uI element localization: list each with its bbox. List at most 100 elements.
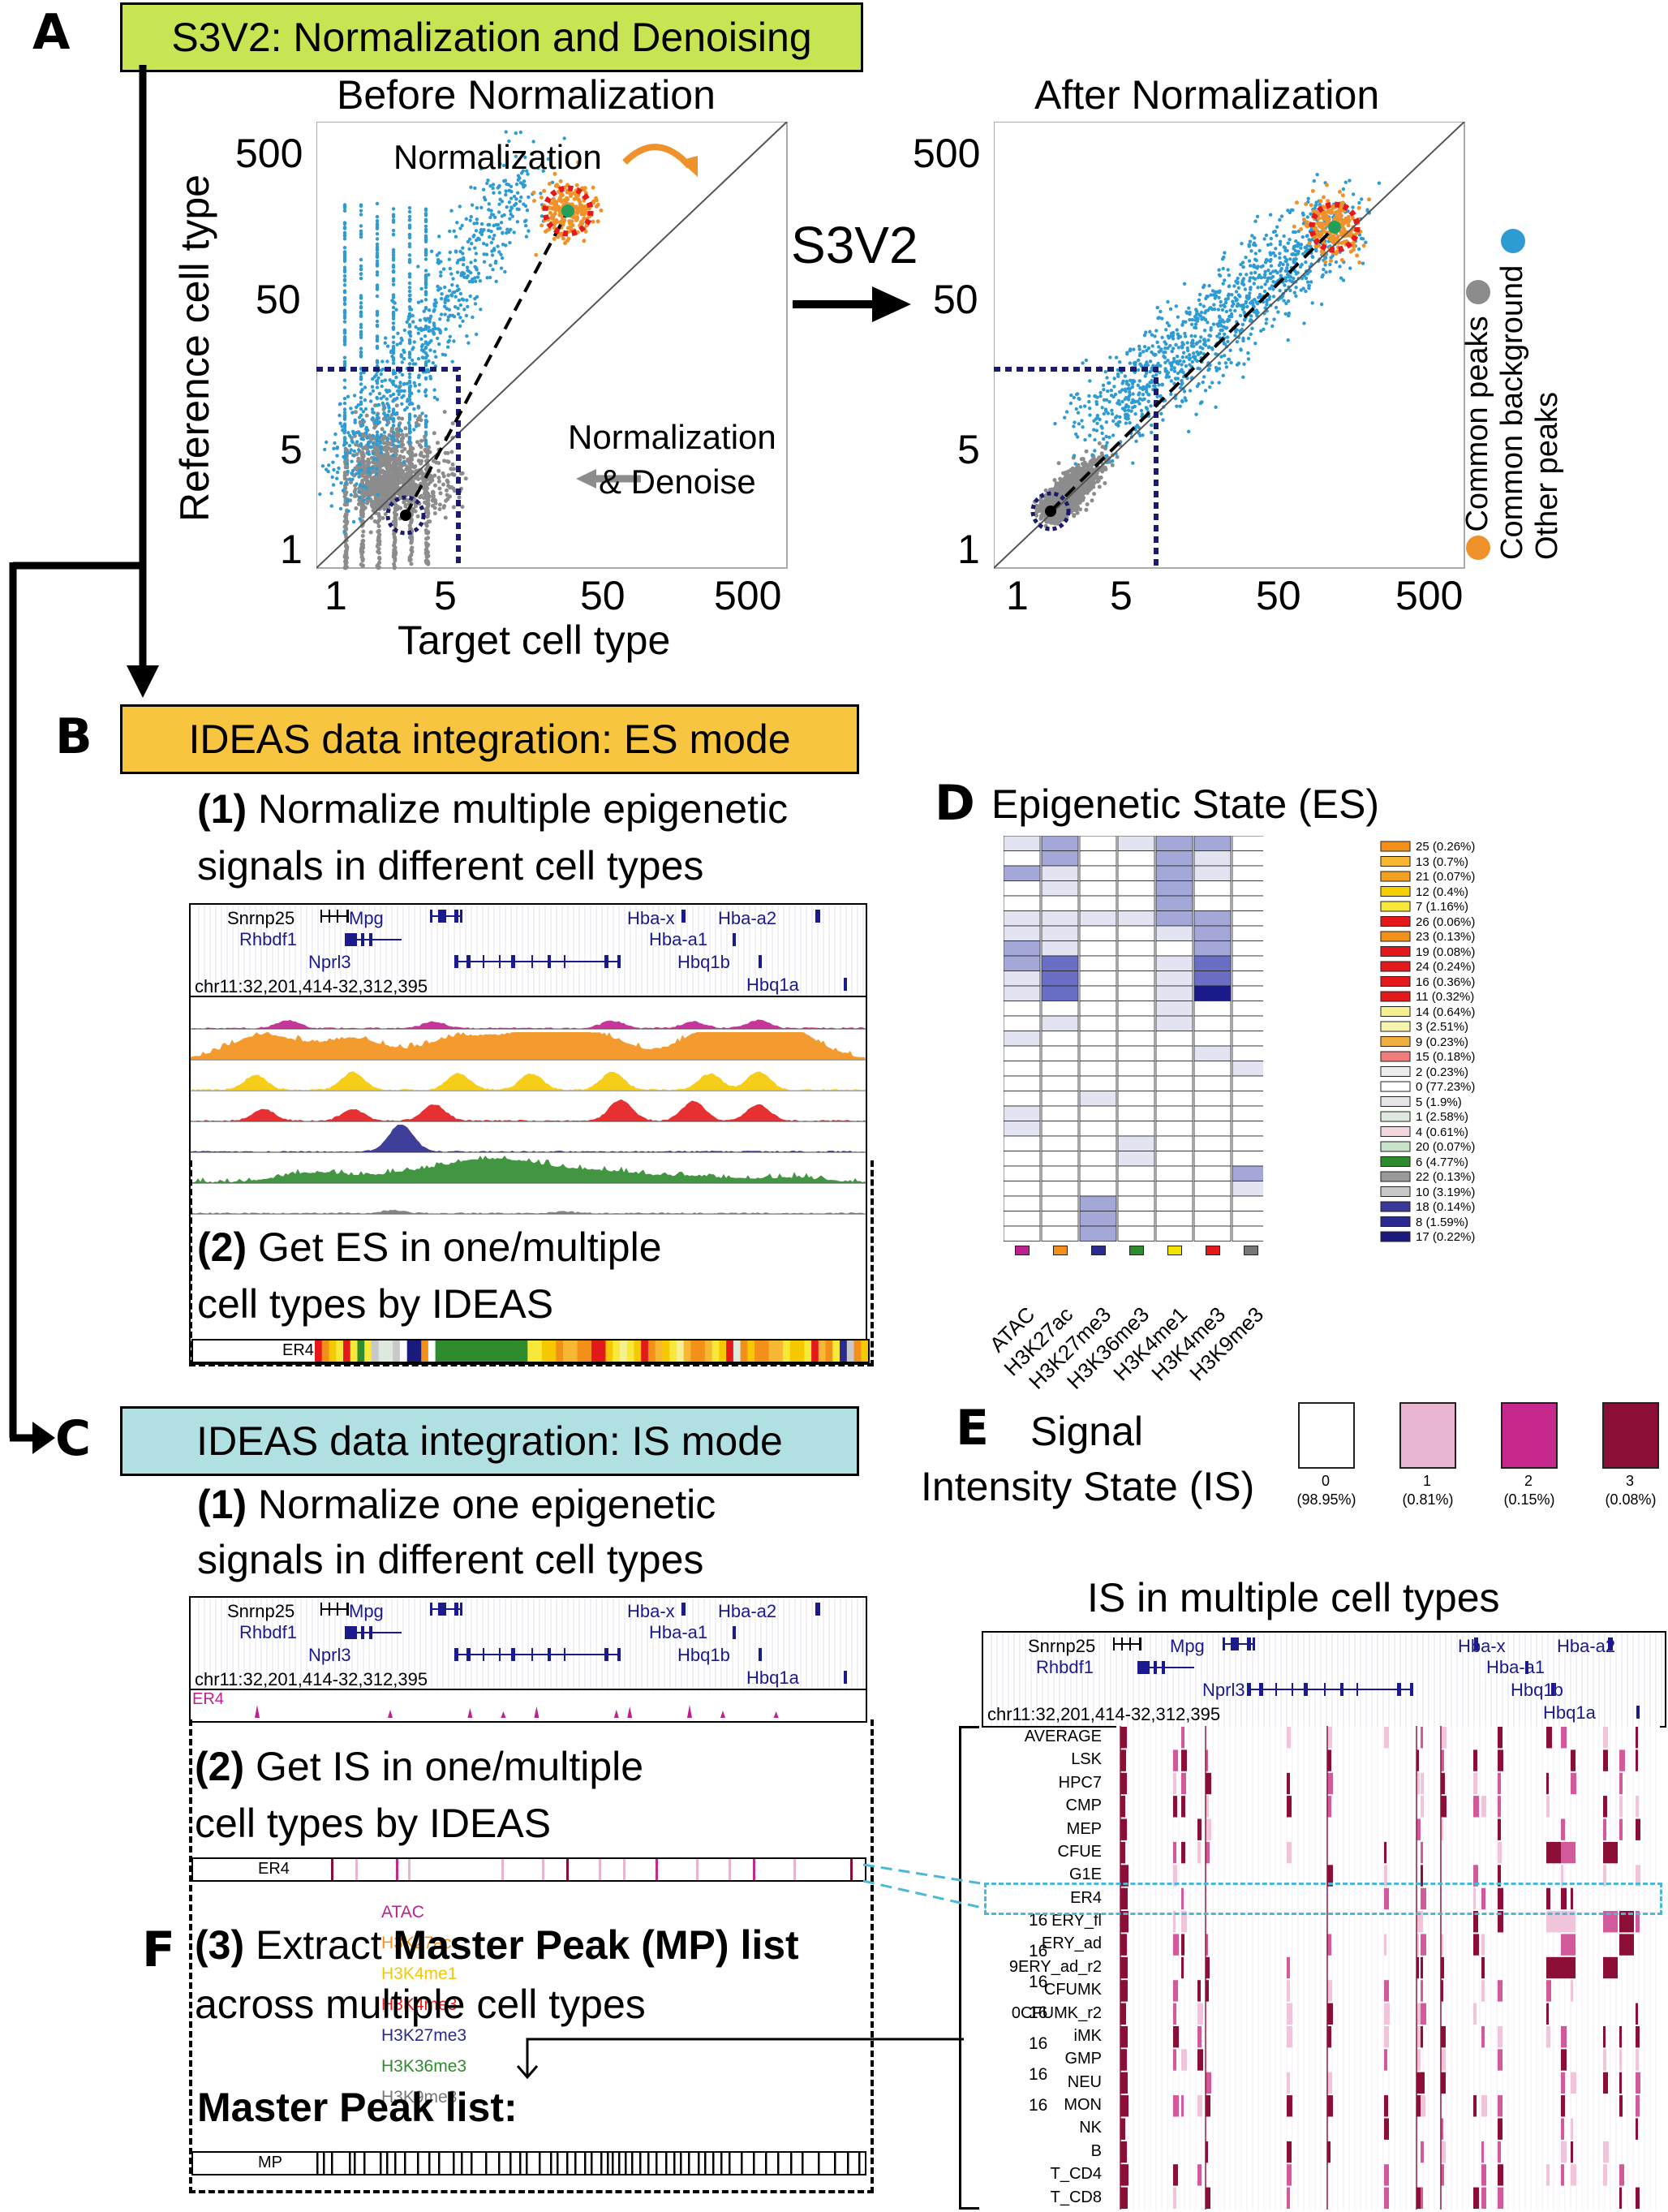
other-point [492,223,496,228]
other-point [423,351,428,355]
other-point [431,361,435,365]
other-point [1178,404,1182,408]
other-point [1217,367,1222,371]
other-point [342,378,347,382]
bg-point [1068,483,1073,488]
bg-point [380,470,385,475]
other-point [360,422,365,427]
other-point [391,335,396,339]
other-point [331,483,336,487]
other-point [384,388,389,393]
other-point [1267,286,1272,290]
bg-point [364,477,369,482]
other-point [423,298,428,302]
other-point [1365,208,1369,212]
other-point [358,496,362,500]
other-point [1269,276,1273,281]
other-point [361,410,366,414]
bg-point [371,476,376,481]
bg-point [376,502,381,507]
other-point [514,182,519,187]
other-point [1184,355,1189,359]
other-point [330,475,334,480]
peak-point [560,193,565,197]
other-point [524,218,528,222]
other-point [1092,419,1096,423]
bg-point [419,438,423,443]
other-point [1166,359,1170,363]
other-point [1284,257,1289,262]
other-point [342,362,347,366]
other-point [342,309,347,314]
bg-point [413,453,418,458]
other-point [423,307,428,311]
other-point [1114,415,1118,420]
peak-point [551,196,556,201]
bg-point [344,521,349,526]
other-point [1104,444,1108,448]
other-point [357,431,361,436]
bg-point [403,426,408,431]
other-point [390,380,394,384]
bg-point [393,473,398,478]
other-point [423,213,428,217]
other-point [514,154,518,158]
bg-point [1103,465,1107,470]
bg-point [394,476,399,481]
other-point [395,342,399,346]
other-point [498,161,502,166]
bg-point [1082,489,1086,494]
bg-point [377,467,382,472]
peak-point [582,216,587,221]
peak-point [591,185,595,190]
other-point [497,250,501,254]
bg-point [392,543,396,548]
other-point [1212,303,1216,307]
bg-point [393,448,398,453]
other-point [1202,342,1206,346]
other-point [359,407,363,411]
other-point [398,341,402,346]
other-point [391,232,396,236]
bg-point [1071,506,1076,510]
other-point [540,214,544,218]
other-point [335,446,339,450]
other-point [456,306,460,311]
other-point [1278,243,1283,247]
other-point [335,476,339,480]
other-point [1339,276,1343,280]
other-point [1159,309,1163,314]
other-point [375,344,380,348]
other-point [408,430,412,434]
other-point [413,384,417,388]
other-point [1118,360,1122,364]
peak-point [552,171,557,176]
other-point [1101,383,1106,387]
other-point [1245,273,1249,277]
other-point [351,519,356,524]
other-point [370,385,375,389]
other-point [342,274,347,278]
other-point [1144,330,1148,334]
bg-point [408,526,413,531]
other-point [491,183,496,187]
bg-point [371,479,376,484]
other-point [507,139,511,144]
other-point [357,463,361,467]
other-point [368,392,372,396]
other-point [1182,282,1187,286]
other-point [446,340,450,344]
bg-point [1079,469,1084,474]
other-point [1292,276,1296,281]
bg-point [394,460,399,465]
other-point [332,446,336,450]
other-point [1112,385,1116,389]
bg-point [432,473,437,478]
bg-point [418,495,423,500]
other-point [1241,265,1245,269]
other-point [449,209,454,213]
other-point [391,424,396,428]
other-point [508,217,512,221]
bg-point [445,459,449,464]
other-point [1105,376,1109,380]
